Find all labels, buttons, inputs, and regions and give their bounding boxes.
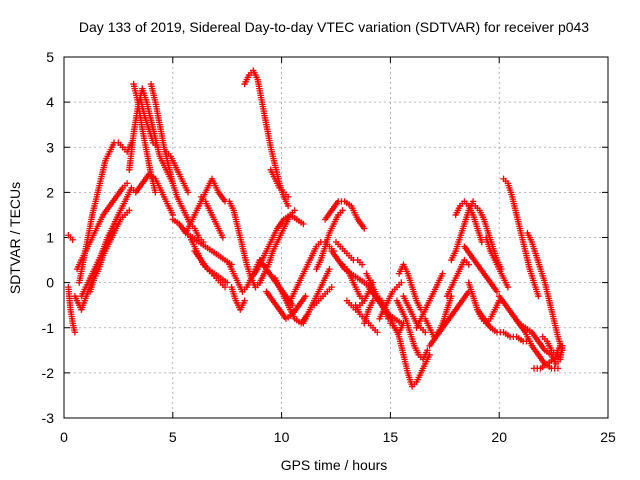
data-point <box>302 292 309 300</box>
data-point <box>493 288 501 295</box>
y-tick-label: -2 <box>42 365 55 381</box>
data-points <box>65 67 566 390</box>
x-tick-label: 10 <box>274 429 290 445</box>
y-axis-label: SDTVAR / TECUs <box>7 182 23 294</box>
data-point <box>241 297 248 304</box>
chart-title: Day 133 of 2019, Sidereal Day-to-day VTE… <box>79 19 589 35</box>
x-tick-label: 5 <box>169 429 177 445</box>
data-point <box>358 261 366 268</box>
x-tick-label: 0 <box>60 429 68 445</box>
y-tick-label: -3 <box>42 410 55 426</box>
data-point <box>559 342 566 349</box>
data-point <box>284 193 292 201</box>
data-point <box>224 279 231 286</box>
data-point <box>504 283 512 291</box>
data-point <box>465 261 472 268</box>
x-tick-label: 25 <box>600 429 616 445</box>
y-tick-label: 1 <box>46 230 54 246</box>
data-point <box>478 238 485 246</box>
x-axis-label: GPS time / hours <box>281 457 388 473</box>
plot-grid <box>64 57 608 418</box>
data-point <box>123 180 131 187</box>
data-point <box>300 220 307 228</box>
data-point <box>69 236 76 243</box>
data-point <box>152 189 159 196</box>
plot-frame <box>63 56 609 419</box>
data-point <box>398 279 405 286</box>
x-tick-label: 15 <box>383 429 399 445</box>
y-tick-label: 2 <box>46 184 54 200</box>
data-point <box>422 329 429 336</box>
data-point <box>328 283 335 291</box>
axis-tick-labels: 0 5 10 15 20 25 -3 -2 -1 0 1 2 3 4 5 <box>42 49 616 445</box>
data-point <box>535 292 542 300</box>
y-tick-label: -1 <box>42 320 55 336</box>
data-point <box>469 198 477 205</box>
data-point <box>154 144 161 151</box>
data-point <box>554 365 562 372</box>
data-point <box>126 207 133 214</box>
y-tick-label: 5 <box>46 49 54 65</box>
data-point <box>339 207 346 214</box>
data-point <box>184 189 192 196</box>
data-point <box>221 283 229 291</box>
data-point <box>374 329 381 336</box>
data-point <box>284 202 292 210</box>
y-tick-label: 3 <box>46 139 54 155</box>
data-point <box>291 207 298 214</box>
y-tick-label: 4 <box>46 94 54 110</box>
data-point <box>361 225 368 232</box>
data-point <box>439 270 446 277</box>
x-tick-label: 20 <box>491 429 507 445</box>
data-point <box>326 265 333 273</box>
data-point <box>71 329 79 336</box>
data-point <box>219 234 227 241</box>
data-point <box>424 347 431 354</box>
y-tick-label: 0 <box>46 275 54 291</box>
